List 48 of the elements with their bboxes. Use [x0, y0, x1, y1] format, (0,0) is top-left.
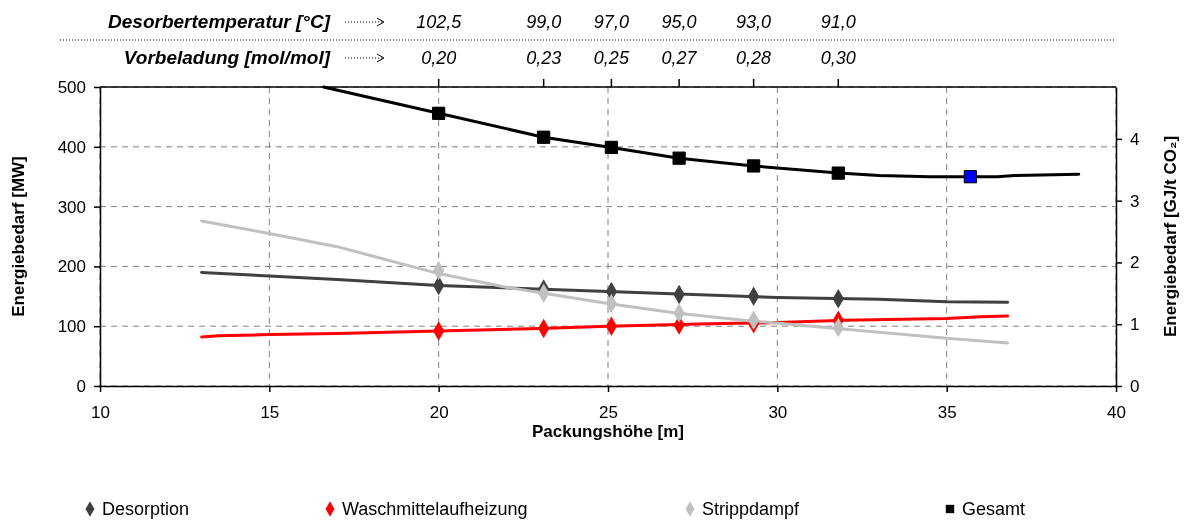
text: Desorbertemperatur [°C]	[108, 11, 331, 32]
y2-tick-label: 2	[1130, 253, 1140, 273]
legend-label: Strippdampf	[702, 499, 801, 519]
point	[747, 159, 761, 173]
line-series	[200, 270, 1010, 304]
legend-label: Desorption	[102, 499, 190, 519]
point	[432, 106, 446, 120]
annotation: 0,23	[526, 48, 562, 68]
text: 99,0	[526, 12, 562, 32]
annotation: 0,27	[661, 48, 698, 68]
text: 93,0	[736, 12, 772, 32]
x-tick-label: 10	[91, 403, 110, 423]
x-tick-label: 15	[260, 403, 280, 423]
text: Vorbeladung [mol/mol]	[123, 47, 331, 68]
x-tick-label: 30	[768, 403, 788, 423]
legend-label: Waschmittelaufheizung	[342, 499, 528, 519]
annotation: 0,30	[820, 48, 856, 68]
text: 91,0	[820, 12, 856, 32]
point	[537, 130, 551, 144]
text: 97,0	[593, 12, 629, 32]
y-axis-title: Energiebedarf [MW]	[9, 156, 28, 317]
y-tick-label: 100	[57, 317, 86, 337]
point	[604, 140, 619, 155]
y2-axis-title: Energiebedarf [GJ/t CO₂]	[1161, 135, 1180, 338]
y2-tick-label: 4	[1130, 129, 1140, 149]
point	[963, 170, 977, 184]
x-axis-title: Packungshöhe [m]	[531, 422, 685, 441]
point	[672, 151, 686, 165]
y2-tick-label: 1	[1130, 315, 1140, 335]
x-tick-label: 40	[1107, 403, 1126, 423]
y-tick-label: 200	[57, 257, 86, 277]
text: 102,5	[416, 12, 463, 32]
point	[831, 166, 845, 180]
y-tick-label: 0	[76, 376, 86, 396]
annotation: 0,25	[593, 48, 630, 68]
x-tick-label: 20	[429, 403, 449, 423]
line-series	[200, 219, 1010, 345]
text: 95,0	[661, 12, 697, 32]
y-tick-label: 300	[57, 197, 86, 217]
y-tick-label: 400	[57, 137, 86, 157]
y2-tick-label: 0	[1130, 376, 1140, 396]
y-tick-label: 500	[57, 77, 86, 97]
annotation: 0,20	[421, 48, 457, 68]
legend-label: Gesamt	[962, 499, 1026, 519]
y2-tick-label: 3	[1130, 191, 1140, 211]
x-tick-label: 35	[937, 403, 957, 423]
annotation: 0,28	[736, 48, 772, 68]
x-tick-label: 25	[599, 403, 618, 423]
